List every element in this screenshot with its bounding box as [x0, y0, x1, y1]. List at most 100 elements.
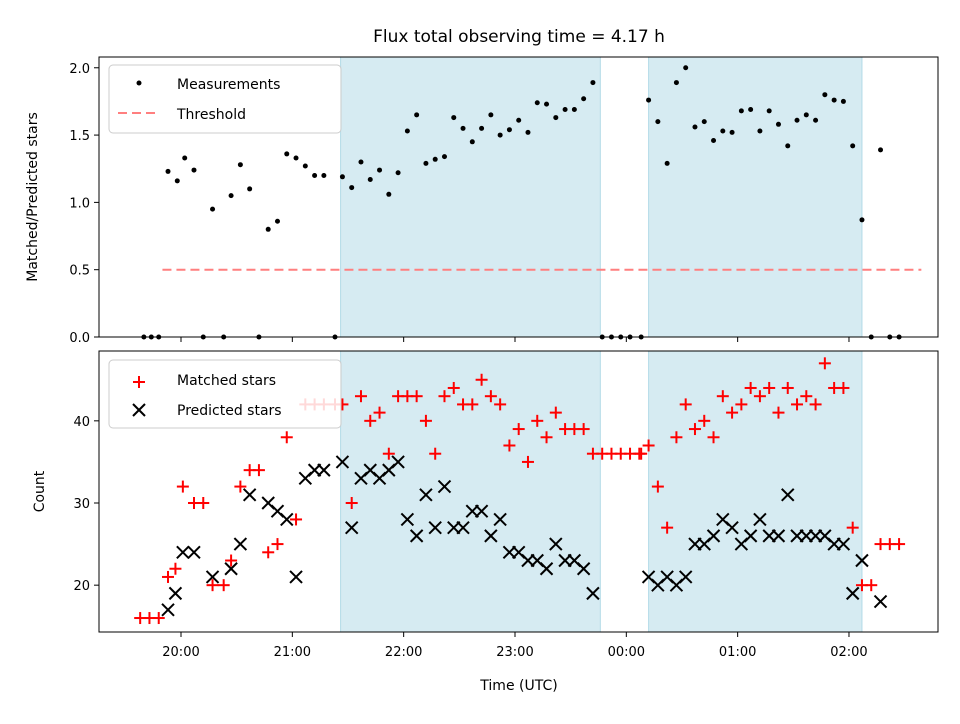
x-stroke	[586, 586, 600, 601]
matched-star-point	[280, 431, 293, 444]
measurement-point	[525, 129, 531, 135]
measurement-point	[423, 160, 429, 166]
x-stroke	[317, 463, 331, 477]
y-ticks-top: 0.0 0.5 1.0 1.5 2.0	[69, 62, 99, 346]
x-stroke	[335, 455, 350, 469]
matched-star-point	[540, 431, 553, 444]
predicted-star-point	[187, 545, 201, 560]
matched-star-point	[169, 562, 182, 575]
matched-star-point	[781, 381, 794, 394]
matched-star-point	[354, 390, 367, 403]
predicted-star-point	[586, 586, 600, 601]
matched-star-point	[531, 414, 544, 427]
matched-star-point	[642, 439, 655, 452]
y-tick-label: 40	[73, 415, 90, 430]
predicted-star-point	[706, 529, 721, 543]
matched-star-point	[670, 431, 683, 444]
x-tick-label: 21:00	[274, 645, 311, 660]
matched-star-point	[197, 497, 210, 510]
matched-star-point	[206, 579, 219, 592]
measurement-point	[358, 159, 364, 165]
axes-frame-bottom	[98, 350, 939, 633]
shaded-interval-1	[340, 56, 601, 338]
x-stroke	[836, 537, 851, 551]
measurement-point	[488, 112, 494, 118]
predicted-star-point	[539, 562, 554, 576]
measurement-point	[497, 132, 503, 138]
predicted-star-point	[233, 537, 248, 551]
shaded-interval-2	[648, 350, 863, 633]
x-axis-label: Time (UTC)	[479, 678, 557, 694]
matched-star-point	[707, 431, 720, 444]
measurement-point	[284, 151, 290, 157]
matched-star-point	[290, 513, 303, 526]
x-stroke	[224, 562, 238, 576]
legend-top: Measurements Threshold	[108, 64, 342, 134]
axes-frame-top	[98, 56, 939, 338]
measurement-point	[840, 98, 846, 104]
matched-star-point	[893, 538, 906, 551]
matched-star-point	[484, 390, 497, 403]
measurement-point	[748, 107, 754, 112]
measurement-point	[571, 107, 577, 112]
matched-star-point	[809, 398, 822, 411]
x-stroke	[753, 512, 767, 527]
measurement-point	[766, 108, 772, 114]
matched-star-point	[466, 398, 479, 411]
predicted-star-point	[317, 463, 331, 477]
x-stroke	[873, 594, 888, 609]
predicted-star-point	[335, 455, 350, 469]
matched-star-point	[763, 381, 776, 394]
measurement-point	[469, 139, 475, 145]
predicted-star-point	[845, 586, 860, 601]
measurement-point	[553, 115, 559, 121]
y-ticks-bottom: 20 30 40	[73, 415, 99, 594]
matched-star-point	[162, 570, 175, 583]
predicted-star-point	[836, 537, 851, 551]
matched-star-point	[772, 406, 785, 419]
matched-star-point	[419, 414, 432, 427]
predicted-star-point	[437, 479, 452, 494]
measurement-point	[274, 218, 280, 224]
measurement-point	[451, 115, 457, 121]
matched-star-point	[846, 521, 859, 534]
x-stroke	[771, 529, 786, 543]
measurement-point	[850, 143, 856, 149]
x-ticks-bottom: 20:00 21:00 22:00 23:00 00:00 01:00 02:00	[162, 632, 868, 660]
legend-box-top	[108, 64, 342, 134]
measurement-point	[182, 155, 188, 161]
shaded-intervals-bottom	[340, 350, 863, 633]
matched-star-point	[176, 480, 189, 493]
x-stroke	[428, 520, 442, 535]
x-stroke	[289, 570, 303, 584]
matched-star-point	[503, 439, 516, 452]
predicted-star-point	[678, 570, 693, 584]
matched-star-point	[475, 373, 488, 386]
x-stroke	[845, 586, 860, 601]
predicted-star-point	[484, 529, 498, 543]
predicted-star-point	[242, 488, 257, 502]
predicted-star-point	[224, 562, 238, 576]
measurement-point	[312, 172, 318, 178]
x-stroke	[280, 512, 294, 527]
measurement-point	[822, 92, 828, 98]
matched-star-point	[726, 406, 739, 419]
x-stroke	[161, 603, 175, 617]
measurement-point	[646, 97, 652, 103]
measurement-point	[562, 107, 568, 112]
y-tick-label: 30	[73, 497, 90, 512]
matched-star-point	[549, 406, 562, 419]
x-stroke	[363, 463, 377, 477]
measurement-point	[479, 125, 485, 131]
shaded-interval-2	[648, 56, 863, 338]
matched-star-point	[512, 423, 525, 436]
predicted-star-point	[419, 488, 433, 502]
predicted-star-point	[161, 603, 175, 617]
predicted-star-point	[493, 512, 507, 527]
predicted-star-point	[289, 570, 303, 584]
measurement-point	[404, 128, 410, 134]
measurement-point	[785, 143, 791, 149]
predicted-star-point	[781, 488, 795, 502]
predicted-star-point	[428, 520, 442, 535]
